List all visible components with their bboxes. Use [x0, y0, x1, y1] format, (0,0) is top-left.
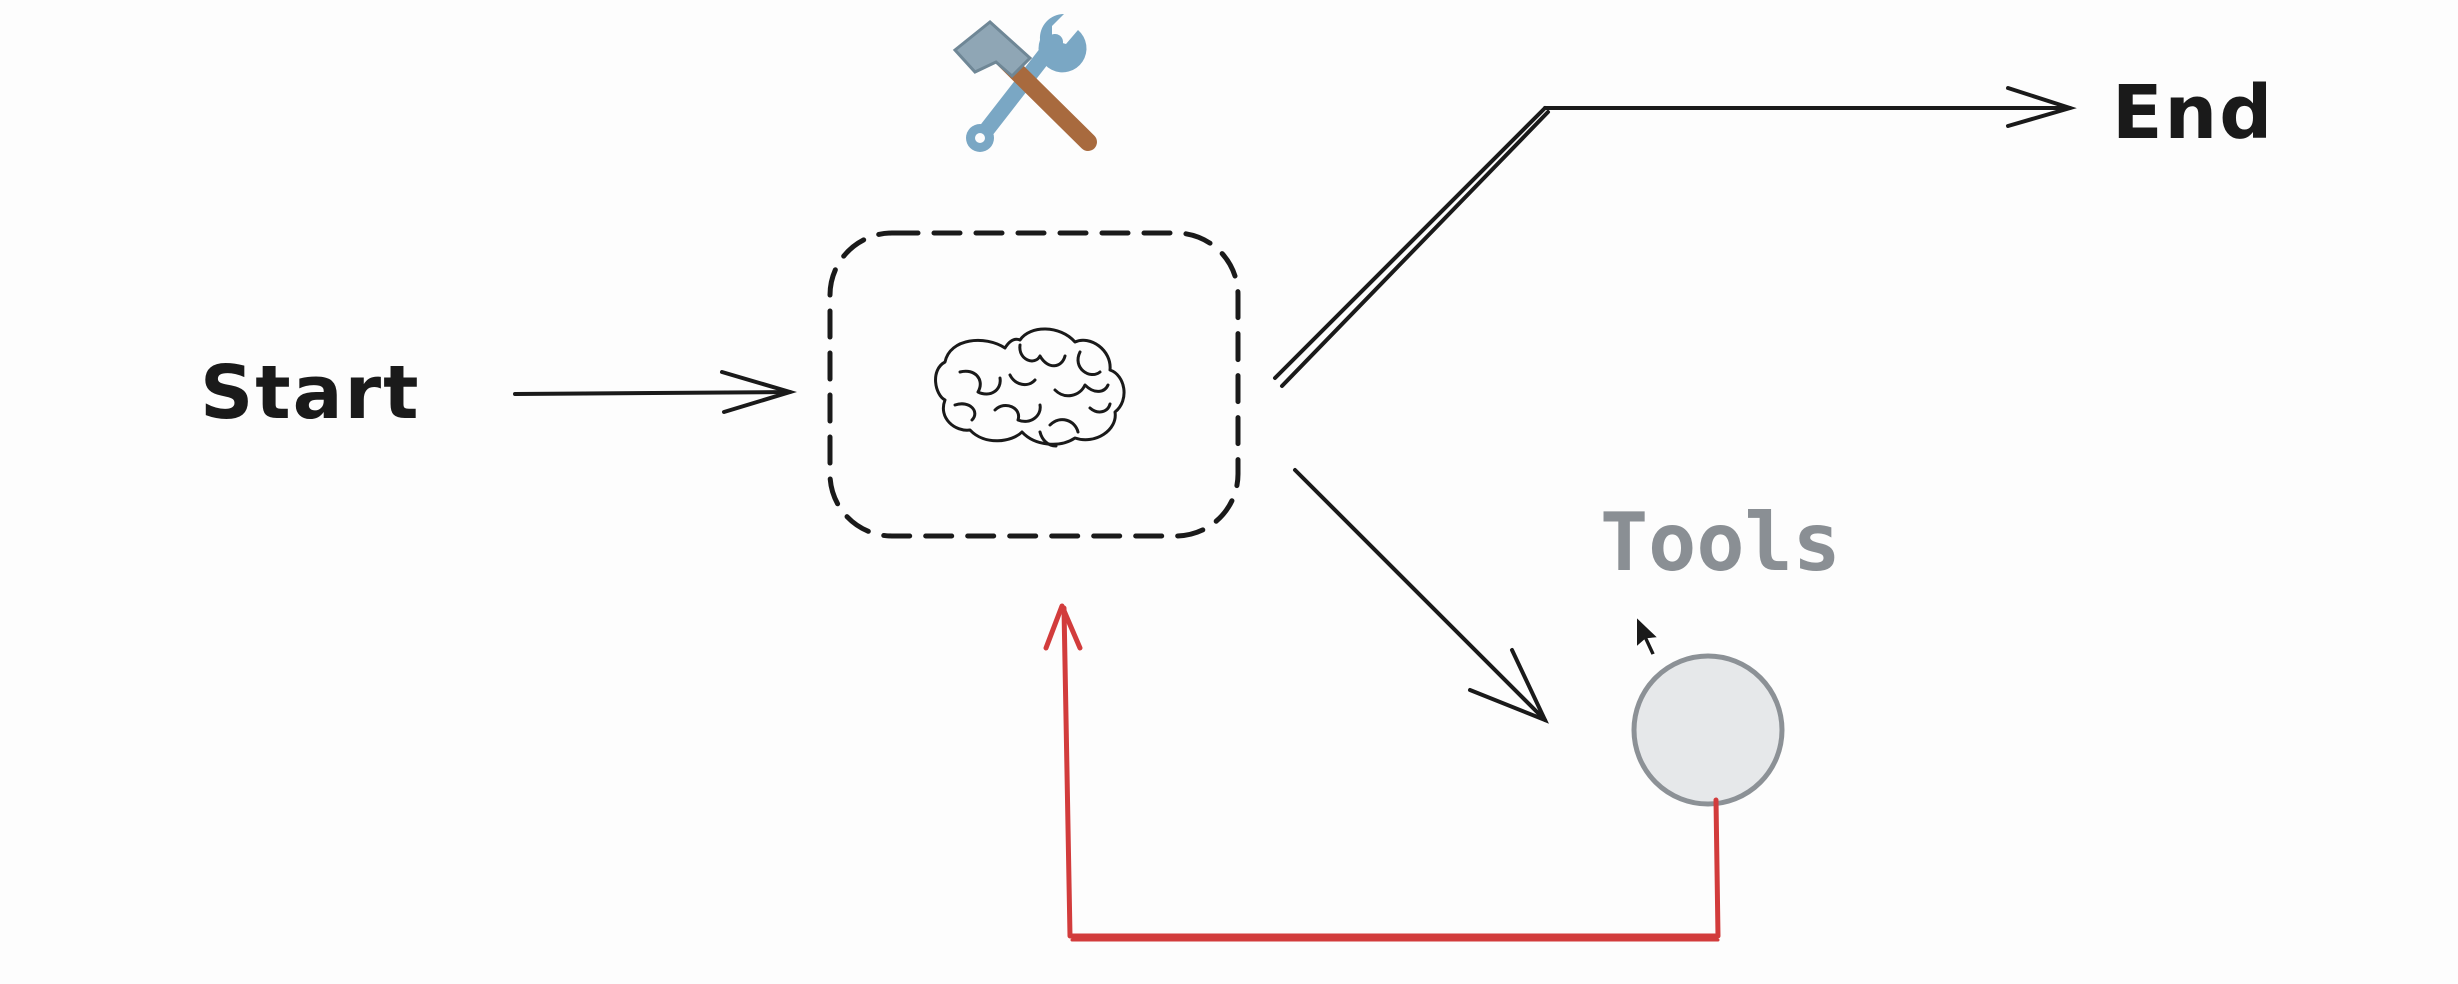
tools-to-agent-loop-arrow [1043, 603, 1721, 942]
tools-node-circle [1631, 653, 1785, 807]
brain-icon [934, 327, 1126, 448]
start-to-agent-arrow [513, 370, 797, 414]
end-label: End [2112, 70, 2274, 156]
tools-label: Tools [1600, 496, 1841, 589]
cursor-icon [1635, 613, 1662, 658]
agent-to-end-arrow [1273, 86, 2077, 388]
start-label: Start [200, 350, 420, 436]
agent-to-tools-arrow [1293, 468, 1549, 724]
agent-node-box [827, 230, 1241, 539]
hammer-and-wrench-icon [952, 13, 1097, 152]
